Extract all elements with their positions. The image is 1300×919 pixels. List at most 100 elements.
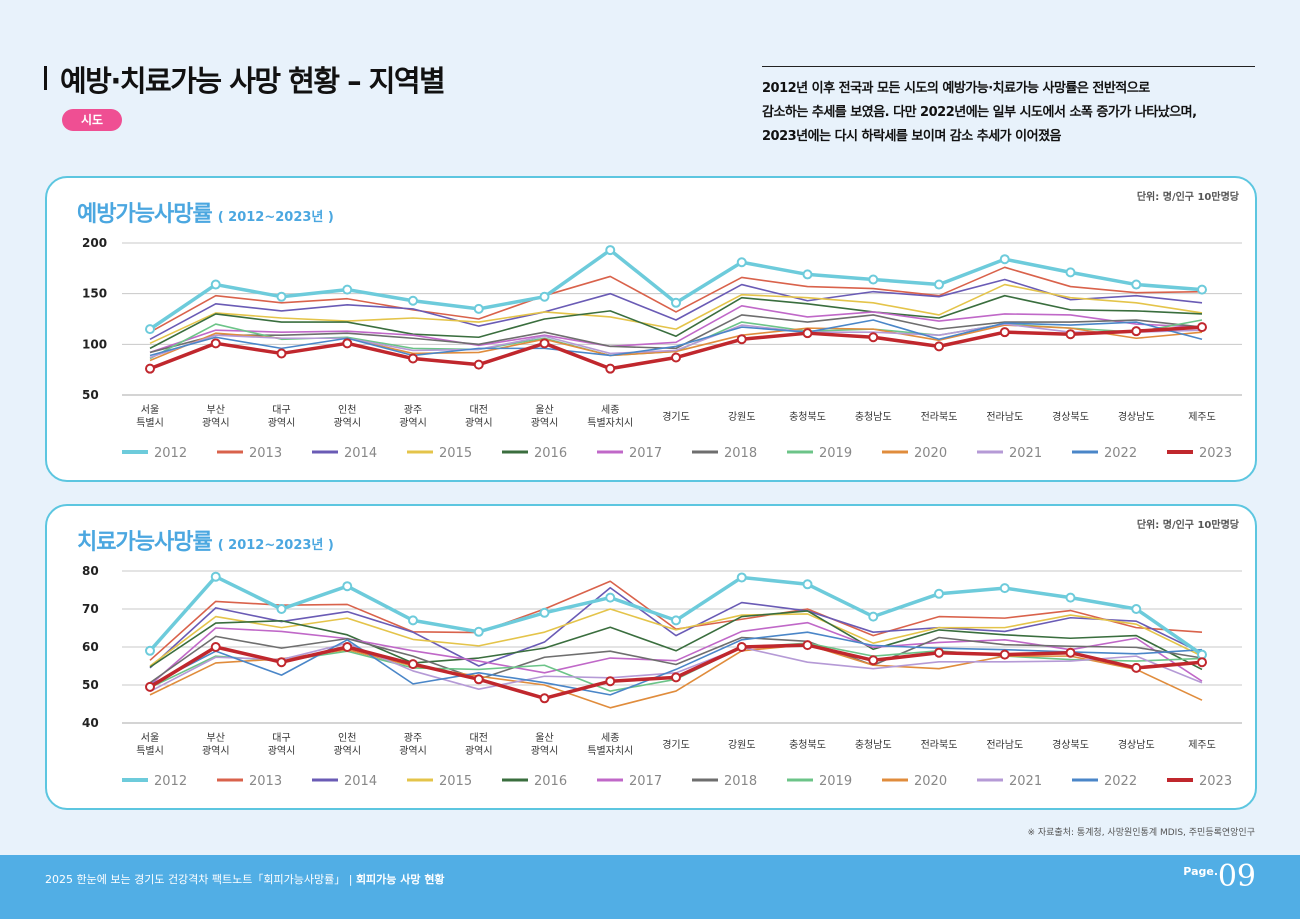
- data-point-2023: [1065, 647, 1076, 658]
- data-point-2012: [145, 645, 155, 656]
- series-line-2012: [149, 248, 1203, 331]
- x-tick-label: 경상북도: [1052, 410, 1089, 423]
- data-point-2012: [1065, 267, 1076, 278]
- legend-label: 2023: [1199, 774, 1232, 789]
- data-point-2012: [868, 274, 879, 285]
- x-tick-label: 제주도: [1188, 739, 1216, 751]
- x-tick-label: 경상남도: [1118, 738, 1155, 751]
- page-number: 09: [1217, 859, 1256, 894]
- data-point-2023: [1131, 326, 1142, 337]
- x-tick-label: 강원도: [728, 411, 756, 423]
- series-line-2017: [149, 305, 1203, 354]
- y-tick-label: 60: [82, 640, 99, 654]
- x-tick-label: 전라북도: [921, 411, 958, 423]
- legend-label: 2014: [344, 774, 377, 789]
- x-tick-label: 대구 광역시: [268, 404, 296, 429]
- data-point-2012: [736, 572, 747, 583]
- unit-label: 단위: 명/인구 10만명당: [1136, 520, 1239, 531]
- x-tick-label: 경기도: [662, 410, 690, 423]
- summary-line: 2012년 이후 전국과 모든 시도의 예방가능·치료가능 사망률은 전반적으로: [762, 81, 1150, 96]
- data-point-2023: [539, 338, 550, 349]
- data-point-2012: [539, 291, 550, 302]
- series-line-2014: [149, 278, 1203, 340]
- data-point-2012: [473, 303, 484, 314]
- data-point-2023: [1131, 662, 1142, 673]
- data-point-2023: [736, 642, 747, 652]
- y-tick-label: 200: [82, 236, 107, 250]
- y-tick-label: 80: [82, 564, 99, 578]
- data-point-2012: [934, 588, 944, 599]
- data-point-2023: [408, 353, 418, 364]
- data-point-2012: [1131, 604, 1142, 614]
- treatable-mortality-card: 80 70 60 50 40 서울 특별시 부산 광역시 대구 광역시 인천 광역시 광주 광역시 대전 광역시…: [45, 504, 1257, 810]
- legend-label: 2014: [344, 446, 377, 461]
- x-tick-label: 충청남도: [855, 411, 892, 423]
- data-point-2023: [1065, 329, 1076, 340]
- data-point-2012: [736, 257, 747, 268]
- legend-label: 2022: [1104, 446, 1137, 461]
- data-point-2012: [802, 269, 813, 280]
- series-line-2022: [149, 319, 1203, 357]
- legend-label: 2012: [154, 774, 187, 789]
- legend-label: 2021: [1009, 446, 1042, 461]
- data-point-2012: [342, 581, 353, 592]
- data-point-2012: [210, 571, 221, 582]
- data-point-2023: [1197, 657, 1207, 668]
- x-tick-label: 경상남도: [1118, 410, 1155, 423]
- data-point-2023: [999, 327, 1010, 338]
- legend-label: 2018: [724, 774, 757, 789]
- x-tick-label: 인천 광역시: [333, 732, 361, 757]
- data-point-2023: [342, 642, 353, 652]
- legend-label: 2017: [629, 446, 662, 461]
- legend-label: 2015: [439, 774, 472, 789]
- y-tick-label: 70: [82, 602, 99, 616]
- summary-line: 감소하는 추세를 보였음. 다만 2022년에는 일부 시도에서 소폭 증가가 …: [762, 105, 1197, 120]
- data-point-2023: [605, 363, 616, 374]
- data-point-2012: [342, 284, 353, 295]
- data-point-2023: [934, 341, 944, 352]
- legend-label: 2020: [914, 446, 947, 461]
- summary-line: 2023년에는 다시 하락세를 보이며 감소 추세가 이어졌음: [762, 129, 1062, 144]
- legend-label: 2023: [1199, 446, 1232, 461]
- series-line-2015: [149, 608, 1203, 667]
- legend-label: 2015: [439, 446, 472, 461]
- x-tick-label: 세종 특별자치시: [587, 404, 633, 429]
- legend-label: 2013: [249, 774, 282, 789]
- x-tick-label: 충청남도: [855, 739, 892, 751]
- y-tick-label: 40: [82, 716, 99, 730]
- preventable-mortality-chart: 200 150 100 50 서울 특별시 부산 광역시 대구 광역시 인천 광역시 광주 광역시 대전 광역…: [82, 236, 1242, 461]
- data-point-2023: [802, 328, 813, 339]
- data-point-2023: [145, 681, 155, 692]
- data-point-2023: [1197, 322, 1207, 333]
- x-tick-label: 강원도: [728, 739, 756, 751]
- x-tick-label: 부산 광역시: [202, 404, 230, 429]
- x-tick-label: 광주 광역시: [399, 732, 427, 757]
- x-tick-label: 전라남도: [986, 739, 1023, 751]
- data-point-2023: [539, 693, 550, 704]
- x-tick-label: 경상북도: [1052, 738, 1089, 751]
- series-line-2014: [149, 586, 1203, 669]
- data-point-2023: [671, 352, 681, 363]
- y-tick-label: 150: [82, 287, 107, 301]
- legend-label: 2022: [1104, 774, 1137, 789]
- x-tick-label: 대전 광역시: [465, 732, 493, 757]
- chart-title: 치료가능사망률 ( 2012~2023년 ): [77, 524, 334, 556]
- x-tick-label: 울산 광역시: [531, 732, 559, 757]
- y-tick-label: 100: [82, 337, 107, 351]
- footer: 2025 한눈에 보는 경기도 건강격차 팩트노트「회피가능사망률」 | 회피가…: [0, 855, 1300, 919]
- data-point-2012: [276, 604, 287, 614]
- summary-text: 2012년 이후 전국과 모든 시도의 예방가능·치료가능 사망률은 전반적으로…: [762, 66, 1255, 149]
- unit-label: 단위: 명/인구 10만명당: [1136, 192, 1239, 203]
- data-point-2012: [999, 254, 1010, 265]
- data-point-2012: [1065, 592, 1076, 603]
- data-point-2012: [1131, 279, 1142, 290]
- legend-label: 2013: [249, 446, 282, 461]
- x-tick-label: 인천 광역시: [333, 404, 361, 429]
- legend-label: 2016: [534, 774, 567, 789]
- data-point-2023: [473, 359, 484, 370]
- chart-title: 예방가능사망률 ( 2012~2023년 ): [77, 196, 334, 228]
- treatable-mortality-chart: 80 70 60 50 40 서울 특별시 부산 광역시 대구 광역시 인천 광역시 광주 광역시 대전 광역시…: [82, 564, 1242, 789]
- source-note: ※ 자료출처: 통계청, 사망원인통계 MDIS, 주민등록연앙인구: [1027, 828, 1255, 838]
- data-point-2012: [605, 245, 616, 256]
- title-bar: [44, 66, 47, 90]
